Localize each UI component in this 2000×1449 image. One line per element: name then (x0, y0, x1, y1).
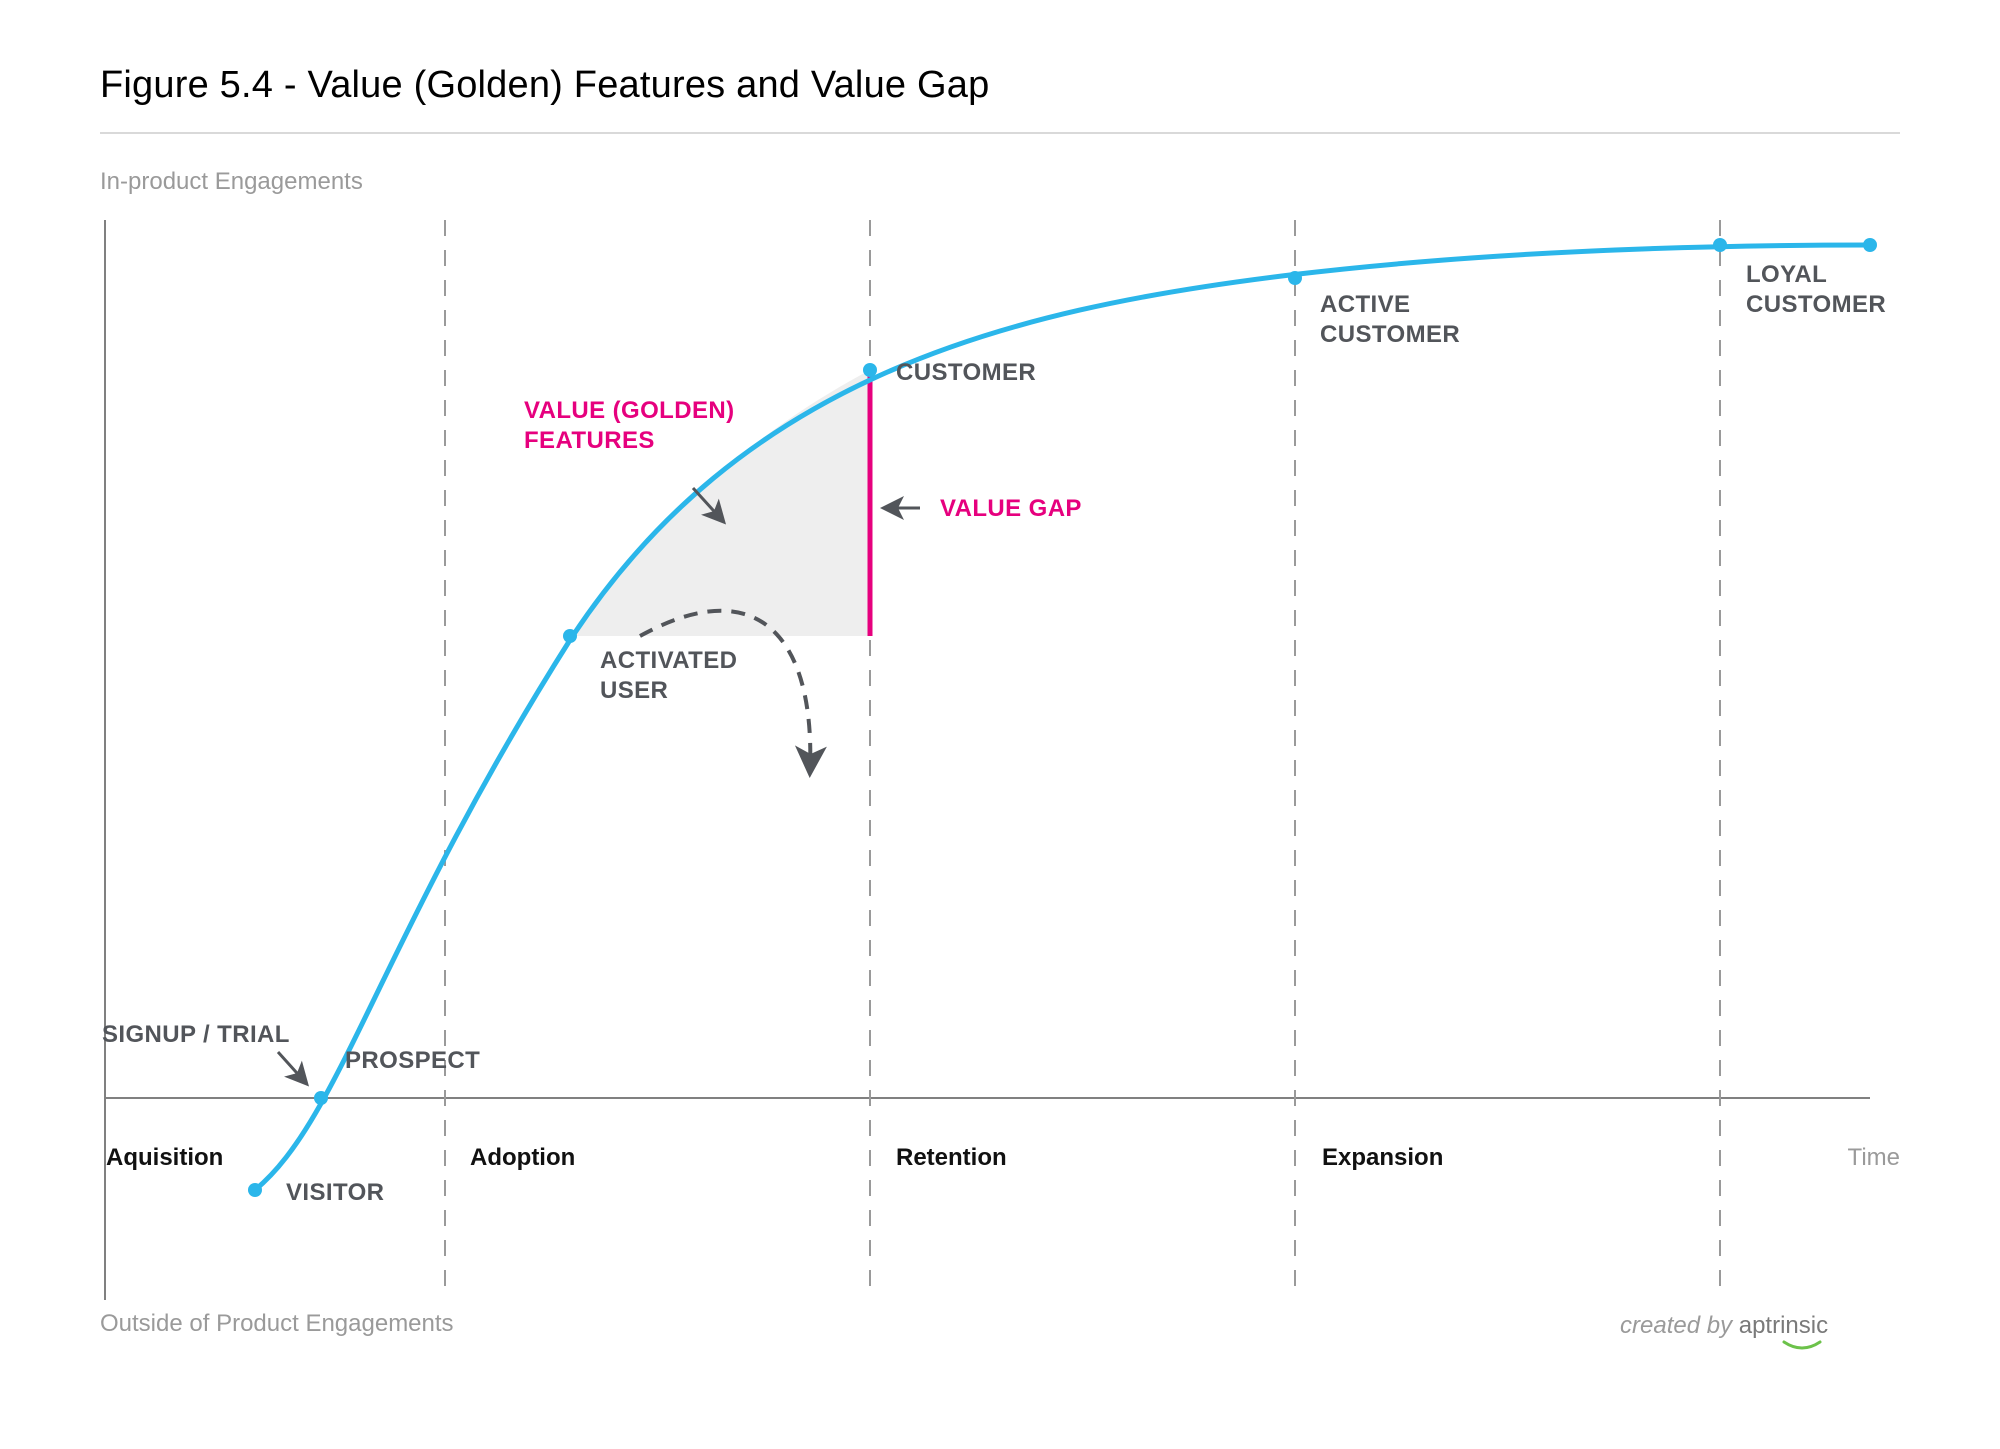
phase-retention: Retention (896, 1144, 1007, 1172)
adoption-curve (255, 245, 1870, 1190)
phase-adoption: Adoption (470, 1144, 575, 1172)
label-activated-user-l2: USER (600, 677, 668, 704)
label-loyal-customer-l2: CUSTOMER (1746, 291, 1886, 318)
label-signup: SIGNUP / TRIAL (102, 1020, 290, 1050)
curve-points (248, 238, 1877, 1197)
signup-arrow-icon (278, 1052, 305, 1082)
credit-brand: aptrinsic (1739, 1312, 1828, 1339)
phase-expansion: Expansion (1322, 1144, 1443, 1172)
phase-dividers (445, 220, 1720, 1300)
credit-line: created by aptrinsic (1620, 1312, 1828, 1340)
label-activated-user: ACTIVATED USER (600, 646, 737, 706)
label-activated-user-l1: ACTIVATED (600, 647, 737, 674)
chart-svg (0, 0, 2000, 1449)
label-value-gap: VALUE GAP (940, 494, 1082, 524)
label-visitor: VISITOR (286, 1178, 384, 1208)
figure-page: Figure 5.4 - Value (Golden) Features and… (0, 0, 2000, 1449)
label-prospect: PROSPECT (345, 1046, 480, 1076)
credit-prefix: created by (1620, 1312, 1739, 1339)
label-active-customer-l2: CUSTOMER (1320, 321, 1460, 348)
label-active-customer-l1: ACTIVE (1320, 291, 1410, 318)
brand-underline-icon (1742, 1340, 1887, 1354)
phase-aquisition: Aquisition (106, 1144, 223, 1172)
label-active-customer: ACTIVE CUSTOMER (1320, 290, 1460, 350)
label-loyal-customer-l1: LOYAL (1746, 261, 1827, 288)
label-loyal-customer: LOYAL CUSTOMER (1746, 260, 1886, 320)
label-customer: CUSTOMER (896, 358, 1036, 388)
label-golden-features-l2: FEATURES (524, 427, 655, 454)
label-golden-features: VALUE (GOLDEN) FEATURES (524, 396, 734, 456)
label-golden-features-l1: VALUE (GOLDEN) (524, 397, 734, 424)
